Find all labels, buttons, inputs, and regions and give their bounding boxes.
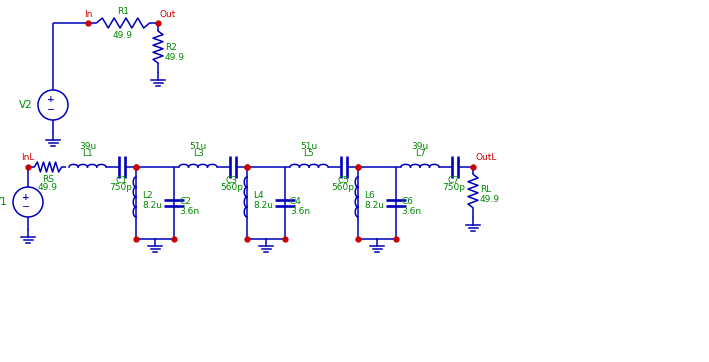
Text: 49.9: 49.9 [38,183,58,192]
Text: R2: R2 [165,42,177,51]
Text: −: − [22,202,30,212]
Text: C2: C2 [179,197,191,206]
Text: 3.6n: 3.6n [401,207,421,216]
Text: RL: RL [480,185,491,194]
Text: 8.2u: 8.2u [364,201,384,210]
Text: Out: Out [160,10,177,19]
Text: 49.9: 49.9 [480,195,500,205]
Text: RS: RS [42,175,54,184]
Text: 8.2u: 8.2u [142,201,162,210]
Text: R1: R1 [117,7,129,16]
Text: OutL: OutL [475,153,496,162]
Text: 49.9: 49.9 [165,52,185,62]
Text: +: + [22,193,30,202]
Text: L6: L6 [364,190,375,199]
Text: C7: C7 [448,176,460,185]
Text: C1: C1 [115,176,127,185]
Text: 750p: 750p [109,183,133,192]
Text: 3.6n: 3.6n [290,207,310,216]
Text: 560p: 560p [220,183,243,192]
Text: C4: C4 [290,197,302,206]
Text: −: − [47,105,55,115]
Text: C5: C5 [337,176,349,185]
Text: V2: V2 [19,100,33,110]
Text: 560p: 560p [332,183,354,192]
Text: In: In [84,10,92,19]
Text: 39u: 39u [411,142,429,151]
Text: L1: L1 [82,149,93,158]
Text: C6: C6 [401,197,413,206]
Text: 8.2u: 8.2u [253,201,273,210]
Text: L3: L3 [193,149,203,158]
Text: V1: V1 [0,197,8,207]
Text: 3.6n: 3.6n [179,207,199,216]
Text: 750p: 750p [442,183,466,192]
Text: 49.9: 49.9 [113,31,133,40]
Text: 39u: 39u [79,142,96,151]
Text: +: + [48,96,55,105]
Text: L4: L4 [253,190,264,199]
Text: 51u: 51u [189,142,206,151]
Text: C3: C3 [226,176,238,185]
Text: L5: L5 [303,149,314,158]
Text: 51u: 51u [301,142,318,151]
Text: InL: InL [21,153,35,162]
Text: L2: L2 [142,190,152,199]
Text: L7: L7 [415,149,425,158]
